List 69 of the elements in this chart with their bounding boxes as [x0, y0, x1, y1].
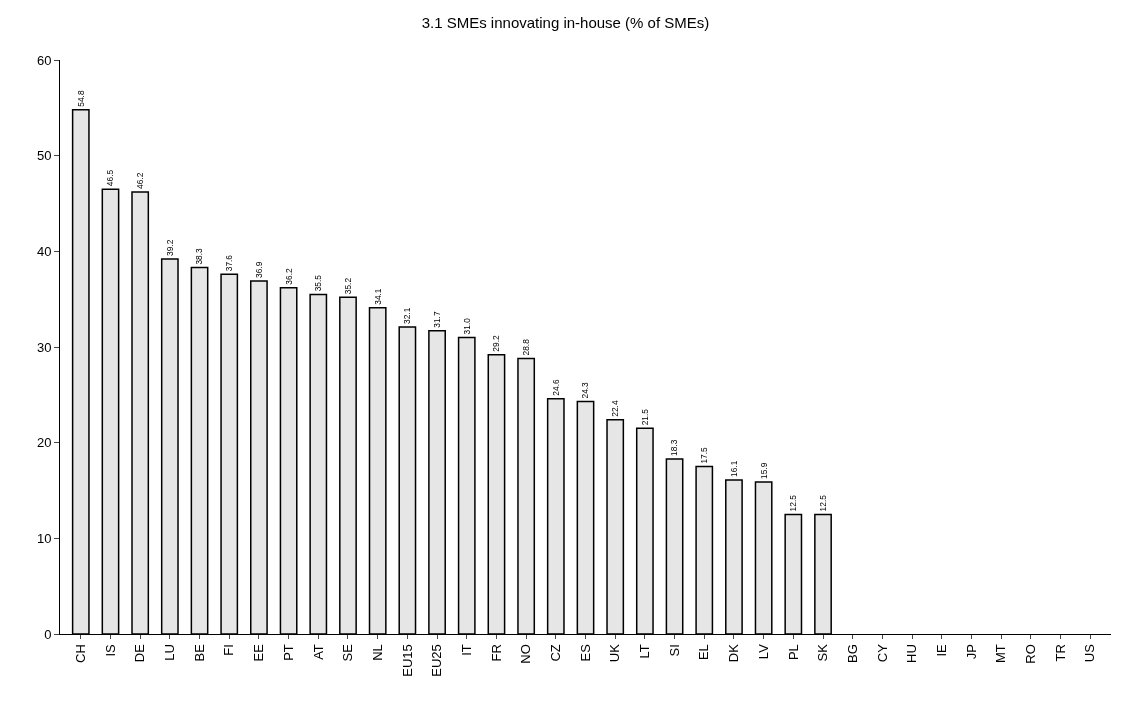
x-tick-label: MT: [993, 644, 1009, 663]
x-tick-label: PT: [280, 644, 296, 661]
data-label: 22.4: [610, 400, 621, 417]
data-label: 46.2: [135, 172, 146, 190]
data-label: 12.5: [817, 494, 828, 512]
y-tick-label: 10: [36, 530, 52, 546]
data-label: 12.5: [788, 494, 799, 512]
x-tick-label: CH: [73, 644, 88, 663]
data-label: 29.2: [491, 335, 502, 352]
x-tick-label: SE: [340, 643, 356, 662]
data-label: 16.1: [728, 460, 739, 477]
x-tick-label: SI: [666, 644, 682, 657]
y-tick-label: 0: [44, 626, 52, 642]
x-tick-label: CZ: [548, 644, 564, 662]
x-tick-label: TR: [1052, 644, 1068, 662]
x-tick-label: PL: [785, 644, 801, 661]
x-tick-label: RO: [1023, 644, 1039, 664]
data-label: 31.0: [461, 317, 472, 335]
y-tick-label: 40: [36, 243, 52, 259]
x-tick-label: AT: [310, 644, 326, 660]
data-label: 18.3: [669, 439, 680, 456]
data-label: 36.9: [253, 261, 264, 278]
x-tick-label: CY: [874, 643, 890, 663]
x-tick-label: HU: [904, 644, 920, 663]
data-label: 36.2: [283, 268, 294, 285]
x-tick-label: EL: [696, 644, 712, 661]
x-tick-label: US: [1082, 643, 1098, 663]
data-label: 24.3: [580, 381, 591, 399]
x-tick-label: NO: [518, 644, 534, 664]
data-label: 38.3: [194, 247, 205, 265]
data-label: 35.2: [342, 277, 353, 295]
x-tick-label: BG: [844, 644, 860, 663]
y-tick-label: 30: [36, 339, 52, 355]
x-tick-label: FR: [488, 644, 504, 662]
x-tick-label: JP: [963, 644, 979, 660]
data-label: 34.1: [372, 288, 383, 305]
data-label: 24.6: [550, 379, 561, 396]
x-tick-label: BE: [191, 643, 207, 662]
x-tick-label: IT: [458, 644, 474, 656]
x-tick-label: EU25: [429, 644, 445, 677]
data-label: 17.5: [699, 446, 710, 464]
data-label: 15.9: [758, 462, 769, 479]
data-label: 35.5: [313, 274, 324, 292]
y-tick-label: 50: [36, 148, 52, 164]
chart-title: 3.1 SMEs innovating in-house (% of SMEs): [421, 14, 710, 32]
data-label: 21.5: [639, 408, 650, 426]
x-tick-label: DK: [726, 643, 742, 663]
x-tick-label: FI: [221, 644, 237, 656]
x-tick-label: IS: [102, 643, 118, 657]
data-label: 32.1: [402, 307, 413, 324]
data-label: 46.5: [105, 169, 116, 187]
y-tick-label: 60: [36, 52, 52, 68]
data-label: 31.7: [431, 311, 442, 328]
x-tick-label: SK: [815, 643, 831, 662]
y-tick-label: 20: [36, 435, 52, 451]
x-tick-label: ES: [577, 643, 593, 662]
data-label: 28.8: [521, 338, 532, 356]
data-label: 39.2: [164, 239, 175, 256]
x-tick-label: LT: [637, 644, 653, 659]
data-label: 37.6: [224, 254, 235, 272]
x-tick-label: NL: [369, 644, 385, 661]
x-tick-label: UK: [607, 643, 623, 663]
x-tick-label: DE: [132, 643, 148, 663]
x-tick-label: IE: [933, 643, 949, 657]
x-tick-label: EE: [251, 643, 267, 662]
data-label: 54.8: [75, 90, 86, 107]
x-tick-label: EU15: [399, 644, 415, 677]
x-tick-label: LU: [162, 644, 178, 661]
x-tick-label: LV: [755, 643, 771, 660]
